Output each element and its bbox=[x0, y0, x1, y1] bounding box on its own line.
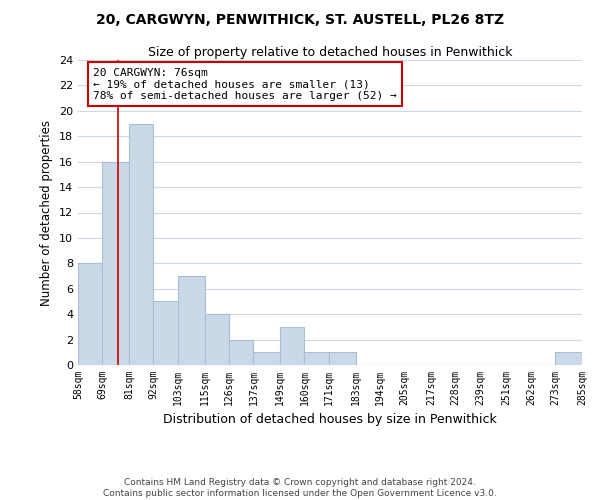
Bar bbox=[129, 124, 154, 365]
Bar bbox=[205, 314, 229, 365]
Bar bbox=[229, 340, 253, 365]
Bar bbox=[329, 352, 356, 365]
Bar bbox=[78, 264, 103, 365]
Bar bbox=[178, 276, 205, 365]
Title: Size of property relative to detached houses in Penwithick: Size of property relative to detached ho… bbox=[148, 46, 512, 59]
Bar bbox=[280, 327, 304, 365]
Bar bbox=[103, 162, 129, 365]
Text: 20, CARGWYN, PENWITHICK, ST. AUSTELL, PL26 8TZ: 20, CARGWYN, PENWITHICK, ST. AUSTELL, PL… bbox=[96, 12, 504, 26]
X-axis label: Distribution of detached houses by size in Penwithick: Distribution of detached houses by size … bbox=[163, 414, 497, 426]
Bar bbox=[253, 352, 280, 365]
Y-axis label: Number of detached properties: Number of detached properties bbox=[40, 120, 53, 306]
Text: Contains HM Land Registry data © Crown copyright and database right 2024.
Contai: Contains HM Land Registry data © Crown c… bbox=[103, 478, 497, 498]
Bar bbox=[556, 352, 582, 365]
Bar bbox=[154, 302, 178, 365]
Bar bbox=[304, 352, 329, 365]
Text: 20 CARGWYN: 76sqm
← 19% of detached houses are smaller (13)
78% of semi-detached: 20 CARGWYN: 76sqm ← 19% of detached hous… bbox=[93, 68, 397, 101]
